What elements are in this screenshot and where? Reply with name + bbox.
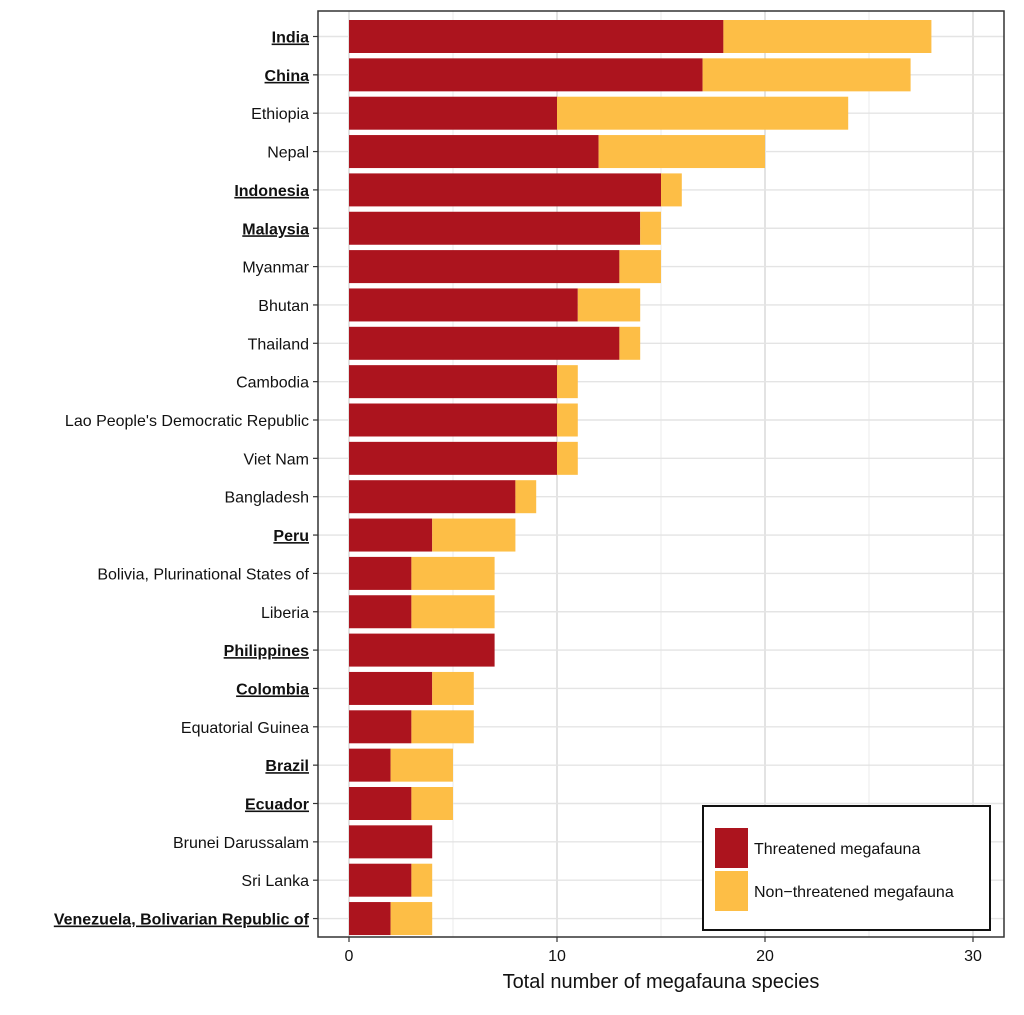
bar-threatened bbox=[349, 135, 599, 169]
legend-key bbox=[715, 828, 748, 868]
bar-non-threatened bbox=[723, 20, 932, 53]
category-label: Brazil bbox=[265, 758, 309, 775]
category-label: Philippines bbox=[224, 643, 309, 660]
bar-non-threatened bbox=[577, 288, 641, 322]
category-label: Sri Lanka bbox=[241, 873, 309, 890]
bar-non-threatened bbox=[411, 710, 474, 744]
bar-non-threatened bbox=[619, 326, 641, 360]
bar-non-threatened bbox=[390, 748, 453, 782]
category-label: Ethiopia bbox=[251, 106, 309, 123]
legend-label: Threatened megafauna bbox=[754, 841, 920, 858]
bar-threatened bbox=[349, 96, 557, 130]
bar-threatened bbox=[349, 20, 724, 53]
bar-non-threatened bbox=[411, 556, 495, 590]
bar-threatened bbox=[349, 365, 557, 399]
bar-non-threatened bbox=[640, 211, 661, 245]
category-label: Liberia bbox=[261, 605, 309, 622]
legend: Threatened megafauna Non−threatened megaf… bbox=[702, 805, 991, 931]
category-label: Colombia bbox=[236, 681, 309, 698]
legend-label: Non−threatened megafauna bbox=[754, 884, 954, 901]
panel-border bbox=[317, 10, 1005, 938]
category-label: Indonesia bbox=[234, 183, 309, 200]
category-label: Bhutan bbox=[258, 298, 309, 315]
bar-threatened bbox=[349, 288, 578, 322]
bar-threatened bbox=[349, 250, 620, 284]
bar-non-threatened bbox=[619, 250, 661, 284]
category-label: China bbox=[265, 68, 310, 85]
bar-non-threatened bbox=[557, 365, 578, 399]
bar-non-threatened bbox=[702, 58, 911, 92]
bar-threatened bbox=[349, 595, 412, 629]
bar-non-threatened bbox=[411, 787, 453, 820]
category-label: Nepal bbox=[267, 145, 309, 162]
bar-threatened bbox=[349, 863, 412, 897]
category-label: Malaysia bbox=[242, 221, 309, 238]
category-label: Bangladesh bbox=[224, 490, 309, 507]
category-label: Lao People's Democratic Republic bbox=[65, 413, 309, 430]
bar-threatened bbox=[349, 825, 433, 859]
category-label: Bolivia, Plurinational States of bbox=[97, 566, 309, 583]
bar-non-threatened bbox=[411, 863, 433, 897]
bar-non-threatened bbox=[432, 518, 516, 552]
bar-non-threatened bbox=[432, 671, 474, 705]
bar-non-threatened bbox=[390, 902, 433, 936]
x-tick-label: 0 bbox=[345, 948, 354, 965]
category-label: Equatorial Guinea bbox=[181, 720, 309, 737]
bar-threatened bbox=[349, 671, 433, 705]
bar-threatened bbox=[349, 556, 412, 590]
bar-threatened bbox=[349, 518, 433, 552]
category-label: Venezuela, Bolivarian Republic of bbox=[54, 912, 310, 929]
x-axis-title: Total number of megafauna species bbox=[503, 971, 820, 993]
bar-threatened bbox=[349, 787, 412, 820]
legend-box bbox=[702, 805, 991, 931]
bar-threatened bbox=[349, 58, 703, 92]
category-label: Myanmar bbox=[242, 260, 309, 277]
category-label: Brunei Darussalam bbox=[173, 835, 309, 852]
bar-non-threatened bbox=[661, 173, 682, 207]
bar-non-threatened bbox=[557, 441, 578, 475]
legend-key bbox=[715, 871, 748, 911]
category-label: India bbox=[272, 30, 309, 47]
bar-threatened bbox=[349, 633, 495, 667]
category-label: Thailand bbox=[248, 336, 309, 353]
category-label: Peru bbox=[273, 528, 309, 545]
bar-non-threatened bbox=[515, 480, 537, 514]
bar-threatened bbox=[349, 173, 661, 207]
bar-threatened bbox=[349, 441, 557, 475]
bar-threatened bbox=[349, 211, 641, 245]
bar-non-threatened bbox=[557, 96, 849, 130]
bar-threatened bbox=[349, 403, 557, 437]
x-tick-label: 30 bbox=[964, 948, 982, 965]
bar-threatened bbox=[349, 710, 412, 744]
bar-threatened bbox=[349, 748, 391, 782]
x-tick-label: 20 bbox=[756, 948, 774, 965]
bar-threatened bbox=[349, 902, 391, 936]
bar-threatened bbox=[349, 326, 620, 360]
bar-non-threatened bbox=[598, 135, 765, 169]
category-label: Cambodia bbox=[236, 375, 309, 392]
x-axis-ticks: 0 10 20 30 bbox=[345, 937, 982, 965]
bar-non-threatened bbox=[411, 595, 495, 629]
bar-layer bbox=[349, 20, 932, 936]
category-label: Ecuador bbox=[245, 797, 309, 814]
bar-non-threatened bbox=[557, 403, 578, 437]
bar-threatened bbox=[349, 480, 516, 514]
x-tick-label: 10 bbox=[548, 948, 566, 965]
category-labels: India China Ethiopia Nepal Indonesia Malaysia… bbox=[54, 30, 318, 929]
category-label: Viet Nam bbox=[243, 451, 309, 468]
